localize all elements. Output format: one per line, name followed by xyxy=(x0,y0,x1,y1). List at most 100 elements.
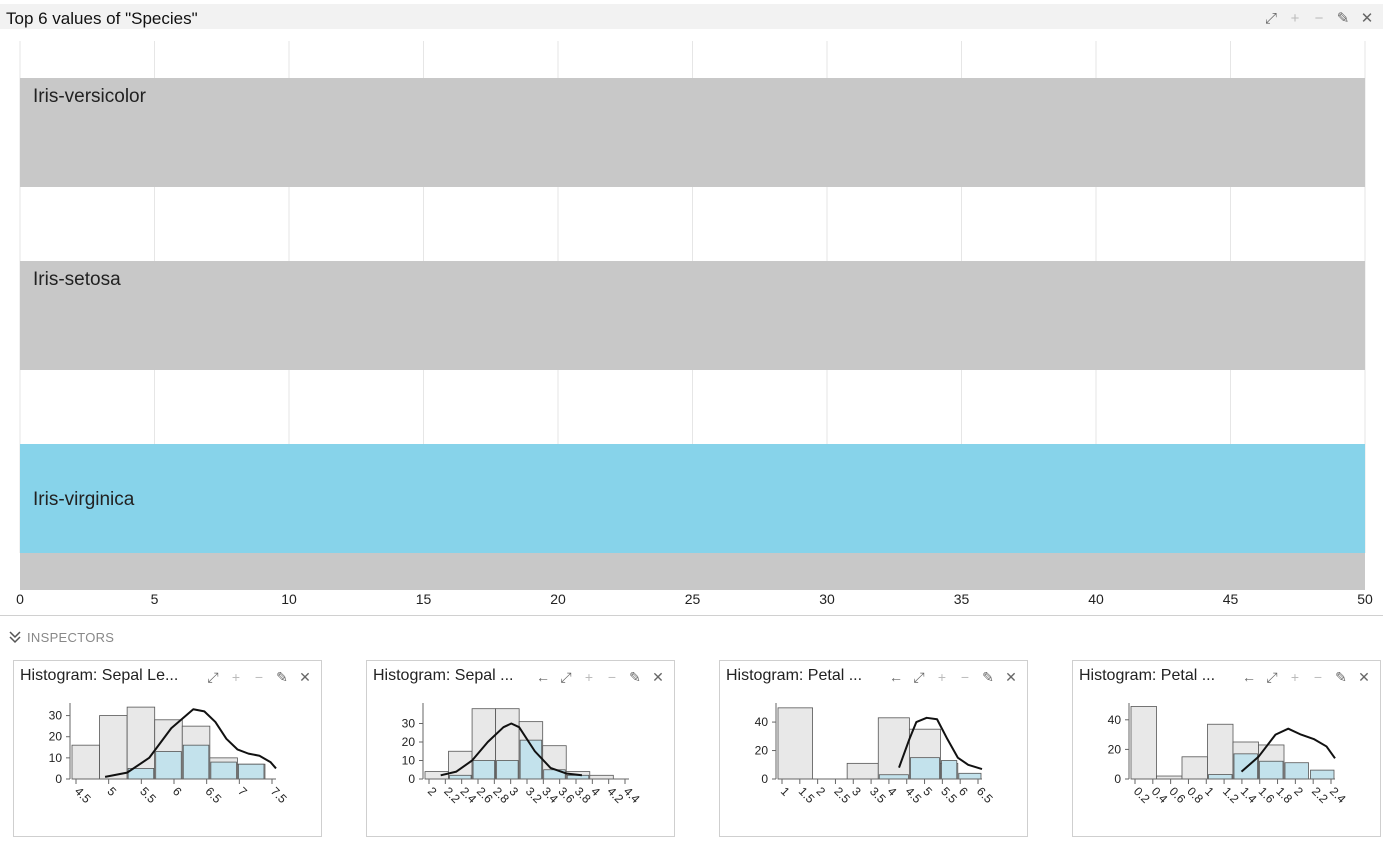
expand-icon[interactable]: ⤢ xyxy=(913,669,925,685)
expand-icon[interactable]: ⤢ xyxy=(207,669,219,685)
histogram-selected-bin[interactable] xyxy=(566,774,590,780)
close-icon[interactable]: ✕ xyxy=(1360,9,1374,27)
expand-icon[interactable]: ⤢ xyxy=(1264,9,1277,27)
inspectors-toggle[interactable]: INSPECTORS xyxy=(7,629,114,645)
edit-icon[interactable]: ✎ xyxy=(1336,9,1350,27)
y-tick-label: 20 xyxy=(402,735,416,749)
histogram-selected-bin[interactable] xyxy=(1208,774,1233,780)
histogram-selected-bin[interactable] xyxy=(449,774,472,780)
histogram-selected-bin[interactable] xyxy=(472,760,496,780)
inspector-card[interactable]: Histogram: Sepal Le... ⤢ + − ✎ ✕ 0 10 20 30 4.5 5 5.… xyxy=(13,660,322,837)
x-tick-label: 40 xyxy=(1088,591,1104,607)
density-curve xyxy=(440,722,583,777)
remove-filter-icon[interactable]: − xyxy=(254,669,264,685)
x-tick-label: 5 xyxy=(151,591,159,607)
x-tick-label: 1.6 xyxy=(1256,784,1278,806)
histogram-bin[interactable] xyxy=(877,717,910,780)
histogram-bin[interactable] xyxy=(589,774,614,780)
back-arrow-icon[interactable]: ← xyxy=(536,669,550,685)
x-tick-label: 45 xyxy=(1223,591,1239,607)
histogram-selected-bin[interactable] xyxy=(182,744,210,780)
histogram-bin[interactable] xyxy=(846,762,879,780)
bar-iris-versicolor[interactable] xyxy=(20,78,1365,187)
histogram-bin[interactable] xyxy=(448,750,473,780)
inspector-card[interactable]: Histogram: Petal ... ← ⤢ + − ✎ ✕ 0 20 40 1 1.5 2 2.5 3… xyxy=(719,660,1028,837)
remove-filter-icon[interactable]: − xyxy=(607,669,617,685)
expand-icon[interactable]: ⤢ xyxy=(1266,669,1278,685)
highlight-bar-iris-virginica[interactable] xyxy=(20,444,1365,553)
expand-icon[interactable]: ⤢ xyxy=(560,669,572,685)
histogram-selected-bin[interactable] xyxy=(1259,760,1284,780)
remove-filter-icon[interactable]: − xyxy=(1314,9,1324,27)
add-filter-icon[interactable]: + xyxy=(584,669,594,685)
histogram-selected-bin[interactable] xyxy=(958,772,982,780)
inspector-toolbar: ← ⤢ + − ✎ ✕ xyxy=(886,667,1021,687)
histogram-bin[interactable] xyxy=(71,744,100,780)
back-arrow-icon[interactable]: ← xyxy=(1242,669,1256,685)
x-tick-label: 5.5 xyxy=(938,784,960,806)
remove-filter-icon[interactable]: − xyxy=(960,669,970,685)
y-tick-label: 0 xyxy=(408,772,415,786)
histogram-selected-bin[interactable] xyxy=(210,761,237,780)
histogram-bin[interactable] xyxy=(99,715,128,780)
x-tick-label: 0.8 xyxy=(1184,784,1206,806)
y-tick-label: 40 xyxy=(755,715,769,729)
x-tick-label: 2.5 xyxy=(831,784,853,806)
add-filter-icon[interactable]: + xyxy=(231,669,241,685)
edit-icon[interactable]: ✎ xyxy=(276,669,288,685)
close-icon[interactable]: ✕ xyxy=(1005,669,1017,685)
inspector-card[interactable]: Histogram: Petal ... ← ⤢ + − ✎ ✕ 0 20 40 0.2 0.4 0.6… xyxy=(1072,660,1381,837)
histogram-selected-bin[interactable] xyxy=(238,763,265,780)
x-tick-label: 6.5 xyxy=(203,784,225,806)
inspector-toolbar: ⤢ + − ✎ ✕ xyxy=(203,667,315,687)
histogram-selected-bin[interactable] xyxy=(941,760,958,780)
add-filter-icon[interactable]: + xyxy=(1290,669,1300,685)
bar-label: Iris-setosa xyxy=(33,269,121,290)
x-tick-label: 4.4 xyxy=(621,784,643,806)
x-tick-label: 25 xyxy=(685,591,701,607)
x-tick-label: 30 xyxy=(819,591,835,607)
back-arrow-icon[interactable]: ← xyxy=(889,669,903,685)
histogram-bin[interactable] xyxy=(777,707,813,780)
add-filter-icon[interactable]: + xyxy=(937,669,947,685)
x-tick-label: 1.2 xyxy=(1220,784,1242,806)
histogram-bin[interactable] xyxy=(1181,756,1208,780)
inspector-title: Histogram: Petal ... xyxy=(1079,667,1216,684)
histogram-selected-bin[interactable] xyxy=(1310,769,1335,780)
y-tick-label: 30 xyxy=(402,717,416,731)
histogram-bin[interactable] xyxy=(1207,723,1234,780)
chart-title-bar: Top 6 values of "Species" ⤢ + − ✎ ✕ xyxy=(0,4,1383,29)
close-icon[interactable]: ✕ xyxy=(652,669,664,685)
histogram-bin[interactable] xyxy=(126,706,156,780)
bar-iris-setosa[interactable] xyxy=(20,261,1365,370)
bar-label: Iris-virginica xyxy=(33,489,135,510)
edit-icon[interactable]: ✎ xyxy=(982,669,994,685)
y-tick-label: 20 xyxy=(49,730,63,744)
x-tick-label: 0.4 xyxy=(1149,784,1171,806)
edit-icon[interactable]: ✎ xyxy=(1335,669,1347,685)
histogram-bin[interactable] xyxy=(1130,706,1157,780)
inspector-card[interactable]: Histogram: Sepal ... ← ⤢ + − ✎ ✕ 0 10 20 30 2 2.2 2.4… xyxy=(366,660,675,837)
x-tick-label: 35 xyxy=(954,591,970,607)
panel-divider xyxy=(0,615,1383,616)
histogram-selected-bin[interactable] xyxy=(155,751,182,780)
x-tick-label: 0 xyxy=(16,591,24,607)
histogram-selected-bin[interactable] xyxy=(909,757,940,780)
close-icon[interactable]: ✕ xyxy=(1358,669,1370,685)
histogram-selected-bin[interactable] xyxy=(1233,753,1258,780)
histogram-selected-bin[interactable] xyxy=(878,774,909,780)
histogram-selected-bin[interactable] xyxy=(1284,762,1309,780)
remove-filter-icon[interactable]: − xyxy=(1313,669,1323,685)
chart-title: Top 6 values of "Species" xyxy=(6,9,198,28)
histogram-selected-bin[interactable] xyxy=(496,760,519,780)
edit-icon[interactable]: ✎ xyxy=(629,669,641,685)
species-bar-chart: 0 5 10 15 20 25 30 35 40 45 50 Iris-versicolor Iris-… xyxy=(16,41,1373,607)
add-filter-icon[interactable]: + xyxy=(1290,9,1300,27)
close-icon[interactable]: ✕ xyxy=(299,669,311,685)
x-tick-label: 50 xyxy=(1357,591,1373,607)
y-tick-label: 30 xyxy=(49,709,63,723)
x-tick-label: 7 xyxy=(235,784,250,799)
y-tick-label: 40 xyxy=(1108,713,1122,727)
